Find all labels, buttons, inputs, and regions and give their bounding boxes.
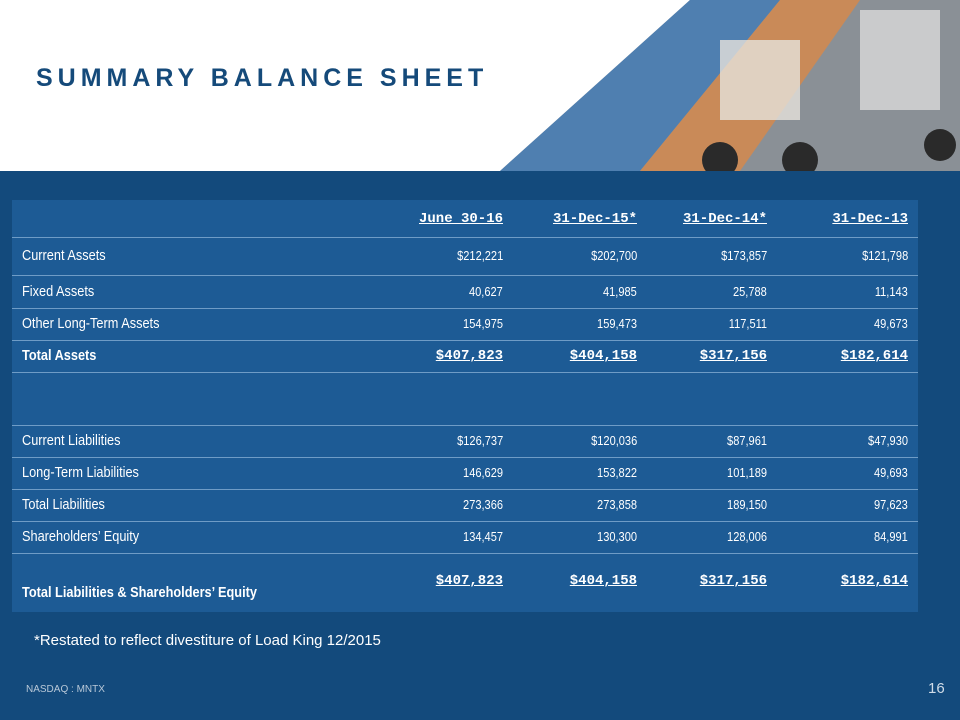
row-label: Long-Term Liabilities (22, 464, 139, 481)
row-separator (12, 308, 918, 309)
cell-value: 49,673 (874, 316, 908, 331)
wheel (782, 142, 818, 171)
cell-value: $182,614 (840, 348, 908, 364)
column-header: 31-Dec-13 (832, 210, 908, 227)
cell-value: $404,158 (569, 573, 637, 589)
row-separator (12, 340, 918, 341)
cell-value: 154,975 (463, 316, 503, 331)
cell-value: 40,627 (469, 283, 503, 299)
cell-value: $317,156 (699, 573, 767, 589)
cell-value: $407,823 (435, 348, 503, 364)
row-separator (12, 275, 918, 276)
wheel (702, 142, 738, 171)
row-label: Other Long-Term Assets (22, 315, 160, 332)
ticker: NASDAQ : MNTX (26, 684, 105, 695)
row-separator (12, 372, 918, 373)
cell-value: $121,798 (861, 248, 908, 263)
wheel (924, 129, 956, 161)
cell-value: $120,036 (590, 433, 637, 448)
photo-blue (500, 0, 780, 171)
cell-value: $404,158 (569, 348, 637, 364)
cell-value: 101,189 (727, 465, 767, 480)
row-separator (12, 521, 918, 522)
cell-value: $202,700 (590, 248, 637, 263)
cell-value: 25,788 (733, 283, 767, 299)
cell-value: 49,693 (874, 465, 908, 480)
row-label: Total Liabilities & Shareholders’ Equity (22, 584, 257, 601)
cell-value: 41,985 (603, 283, 637, 299)
row-separator (12, 425, 918, 426)
title: SUMMARY BALANCE SHEET (36, 64, 489, 92)
truck-cab (720, 40, 800, 120)
column-header: June 30-16 (418, 210, 503, 227)
cell-value: 189,150 (727, 497, 767, 512)
row-separator (12, 489, 918, 490)
page-number: 16 (928, 680, 945, 697)
cell-value: $87,961 (727, 433, 767, 448)
cell-value: $182,614 (840, 573, 908, 589)
header-image (500, 0, 960, 171)
cell-value: 146,629 (463, 465, 503, 480)
row-separator (12, 237, 918, 238)
cell-value: $47,930 (868, 433, 908, 448)
cell-value: 134,457 (463, 529, 503, 544)
cell-value: $173,857 (720, 248, 767, 263)
cell-value: 128,006 (727, 529, 767, 544)
cell-value: 117,511 (728, 316, 767, 331)
row-label: Total Liabilities (22, 496, 105, 513)
column-header: 31-Dec-15* (552, 210, 637, 227)
cell-value: 84,991 (874, 529, 908, 544)
cell-value: 11,143 (875, 283, 908, 299)
row-separator (12, 553, 918, 554)
cell-value: 153,822 (597, 465, 637, 480)
cell-value: $317,156 (699, 348, 767, 364)
cell-value: 97,623 (874, 497, 908, 512)
cell-value: $407,823 (435, 573, 503, 589)
cell-value: 273,366 (463, 497, 503, 512)
row-label: Fixed Assets (22, 282, 95, 300)
column-header: 31-Dec-14* (682, 210, 767, 227)
cell-value: $212,221 (456, 248, 503, 263)
row-label: Shareholders’ Equity (22, 528, 140, 545)
footnote: *Restated to reflect divestiture of Load… (34, 632, 381, 649)
row-label: Current Liabilities (22, 432, 121, 449)
row-separator (12, 457, 918, 458)
balance-table: June 30-16 31-Dec-15* 31-Dec-14* 31-Dec-13 C… (12, 200, 918, 612)
cell-value: 130,300 (597, 529, 637, 544)
header-band: SUMMARY BALANCE SHEET (0, 0, 960, 171)
row-label: Current Assets (22, 247, 106, 264)
crane (860, 10, 940, 110)
cell-value: $126,737 (456, 433, 503, 448)
cell-value: 159,473 (597, 316, 637, 331)
row-label: Total Assets (22, 347, 97, 364)
cell-value: 273,858 (597, 497, 637, 512)
